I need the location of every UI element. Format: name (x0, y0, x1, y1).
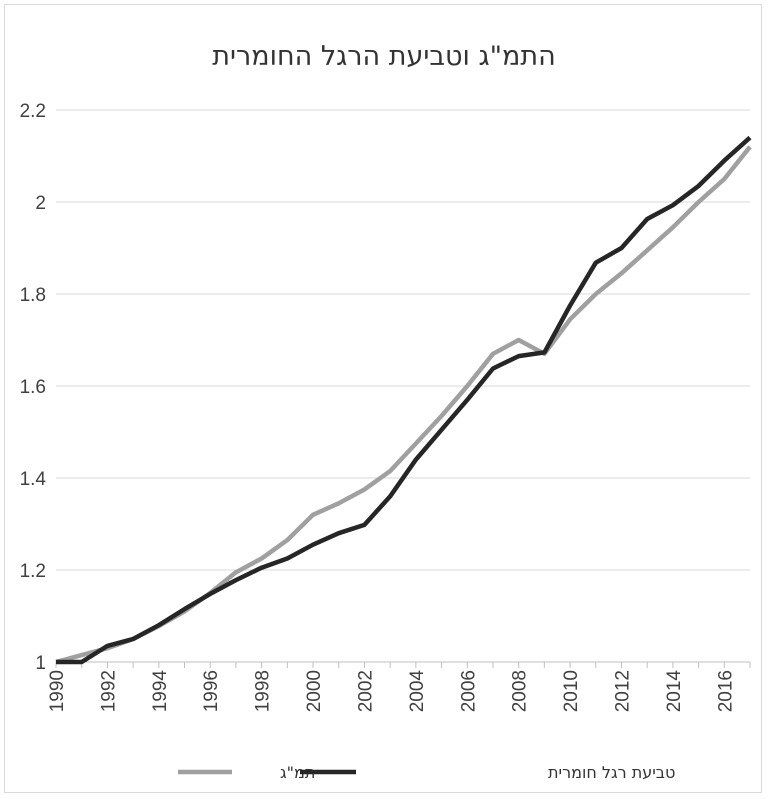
y-tick-label: 1.2 (20, 561, 46, 582)
y-axis-ticks: 1 1.2 1.4 1.6 1.8 2 2.2 (20, 101, 47, 674)
chart-frame (4, 4, 762, 793)
x-tick-label: 2008 (510, 670, 531, 712)
series-line-1 (56, 135, 752, 665)
y-tick-label: 1.4 (20, 469, 47, 490)
x-tick-label: 2004 (407, 670, 428, 713)
x-tick-label: 1990 (47, 670, 68, 712)
y-tick-label: 1.6 (20, 377, 46, 398)
y-tick-label: 1 (35, 653, 46, 674)
x-tick-label: 1996 (201, 670, 222, 712)
x-tick-label: 2012 (612, 670, 633, 712)
y-tick-label: 2 (35, 193, 46, 214)
chart-title: התמ"ג וטביעת הרגל החומרית (212, 41, 556, 72)
series-lines (55, 135, 752, 665)
x-tick-label: 1998 (253, 670, 274, 712)
x-tick-label: 1992 (98, 670, 119, 712)
x-tick-label: 2006 (458, 670, 479, 712)
legend-label: טביעת רגל חומרית (548, 763, 675, 782)
y-tick-label: 2.2 (20, 101, 46, 122)
gridlines (55, 109, 751, 668)
y-tick-label: 1.8 (20, 285, 46, 306)
legend-label: תמ"ג (280, 763, 315, 782)
series-line-0 (55, 145, 752, 665)
legend: תמ"ג טביעת רגל חומרית (178, 763, 675, 782)
x-tick-label: 2014 (664, 670, 685, 713)
x-tick-label: 2016 (715, 670, 736, 712)
x-tick-label: 2010 (561, 670, 582, 712)
x-tick-label: 2000 (304, 670, 325, 712)
x-tick-label: 1994 (150, 670, 171, 713)
x-axis-ticks: 1990 1992 1994 1996 1998 2000 2002 2004 2006 2008… (47, 670, 736, 713)
x-tick-label: 2002 (355, 670, 376, 712)
